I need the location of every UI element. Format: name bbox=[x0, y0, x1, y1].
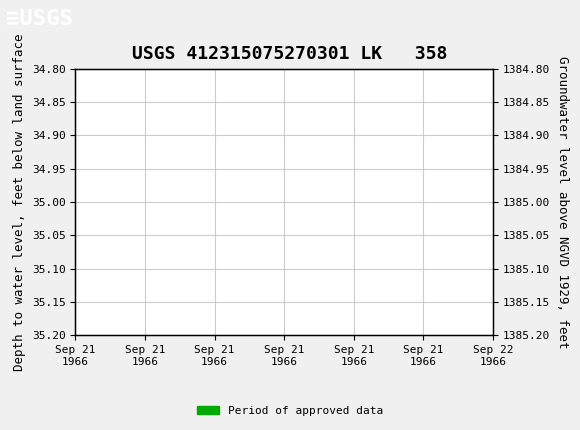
Y-axis label: Groundwater level above NGVD 1929, feet: Groundwater level above NGVD 1929, feet bbox=[556, 56, 568, 348]
Legend: Period of approved data: Period of approved data bbox=[193, 401, 387, 420]
Text: USGS 412315075270301 LK   358: USGS 412315075270301 LK 358 bbox=[132, 45, 448, 63]
Text: ≡USGS: ≡USGS bbox=[6, 9, 72, 29]
Y-axis label: Depth to water level, feet below land surface: Depth to water level, feet below land su… bbox=[13, 34, 26, 371]
